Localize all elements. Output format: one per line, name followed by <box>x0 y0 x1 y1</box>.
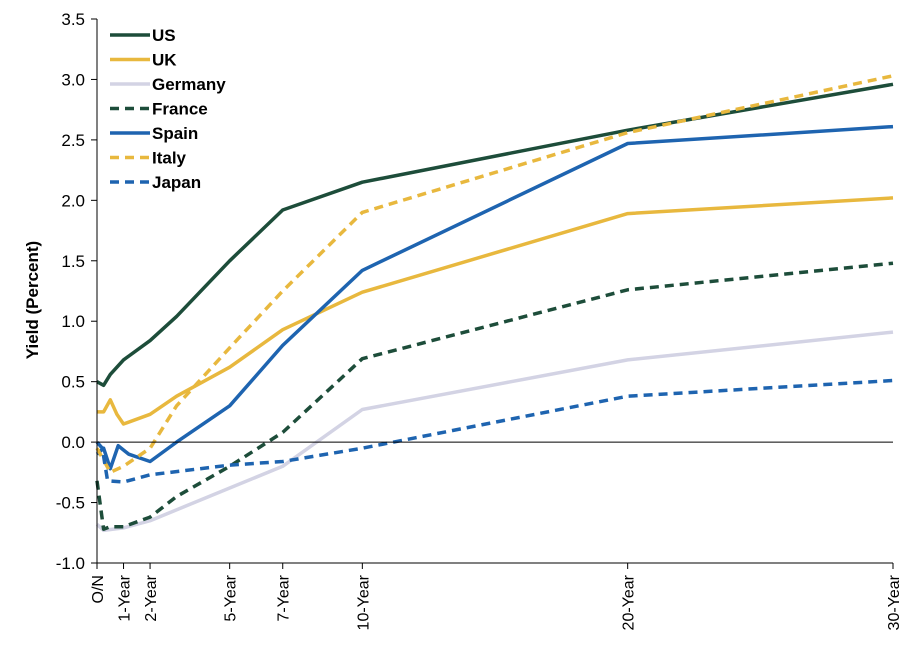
x-tick-label: 2-Year <box>143 574 160 621</box>
x-axis-ticks: O/N 1-Year 2-Year 5-Year 7-Year 10-Year 20-Yea… <box>90 563 903 630</box>
legend-label-japan: Japan <box>152 173 201 192</box>
series-line-germany <box>95 330 894 533</box>
legend-label-germany: Germany <box>152 75 226 94</box>
y-tick-label: 2.0 <box>61 191 85 210</box>
y-axis-label: Yield (Percent) <box>23 241 42 359</box>
series-line-spain <box>95 124 894 471</box>
x-tick-label: 7-Year <box>276 574 293 621</box>
y-tick-label: -0.5 <box>56 494 85 513</box>
y-tick-label: 1.0 <box>61 312 85 331</box>
x-tick-label: 20-Year <box>621 574 638 630</box>
y-tick-label: 1.5 <box>61 252 85 271</box>
y-tick-label: 0.0 <box>61 433 85 452</box>
x-tick-label: 30-Year <box>886 574 903 630</box>
series-line-us <box>96 82 894 388</box>
legend-label-us: US <box>152 26 176 45</box>
axes-layer <box>96 19 893 564</box>
x-tick-label: 5-Year <box>223 574 240 621</box>
series-line-france <box>95 261 894 531</box>
series-line-uk <box>97 196 894 426</box>
y-tick-label: -1.0 <box>56 554 85 573</box>
series-line-japan <box>95 378 894 484</box>
x-tick-label: 1-Year <box>117 574 134 621</box>
y-tick-label: 3.5 <box>61 10 85 29</box>
y-axis-ticks: 3.5 3.0 2.5 2.0 1.5 1.0 0.5 0.0 -0.5 -1.0 <box>56 10 97 573</box>
x-tick-label: O/N <box>90 575 107 603</box>
series-layer <box>95 74 894 533</box>
series-line-italy <box>95 74 894 475</box>
y-tick-label: 3.0 <box>61 70 85 89</box>
legend-label-uk: UK <box>152 51 177 70</box>
legend-label-france: France <box>152 100 208 119</box>
legend-label-spain: Spain <box>152 124 198 143</box>
x-tick-label: 10-Year <box>355 574 372 630</box>
legend: US UK Germany France Spain Italy Japan <box>110 26 226 192</box>
y-tick-label: 2.5 <box>61 131 85 150</box>
y-tick-label: 0.5 <box>61 373 85 392</box>
legend-label-italy: Italy <box>152 149 187 168</box>
